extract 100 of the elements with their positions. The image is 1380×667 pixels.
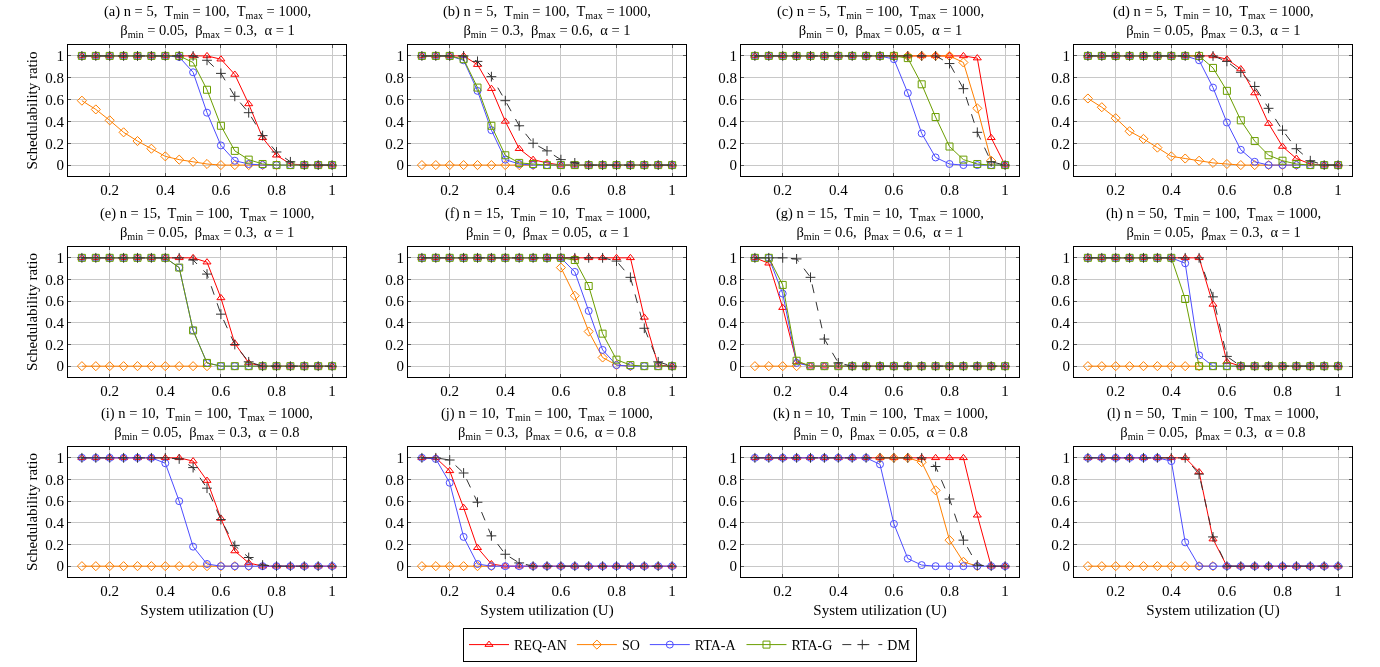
point	[1250, 89, 1260, 96]
point	[160, 361, 171, 372]
x-tick-label: 0.2	[440, 182, 460, 198]
point	[174, 361, 185, 372]
point	[244, 99, 254, 107]
point	[1138, 133, 1149, 144]
x-tick-label: 1	[1001, 383, 1009, 399]
point	[1124, 361, 1135, 372]
point	[175, 497, 184, 506]
point	[583, 326, 594, 337]
y-tick-label: 0.8	[718, 70, 737, 86]
y-tick-label: 0.8	[45, 271, 64, 288]
point	[1152, 561, 1163, 572]
y-tick-label: 0.6	[718, 293, 738, 310]
y-tick-label: 0.4	[718, 315, 738, 332]
x-tick-label: 0.4	[155, 583, 176, 599]
point	[230, 547, 240, 554]
x-tick-label: 0.6	[884, 383, 904, 399]
x-tick-label: 0.8	[267, 583, 286, 599]
point	[230, 156, 239, 165]
legend-label: RTA-A	[694, 638, 737, 654]
point	[945, 562, 954, 571]
point	[229, 90, 241, 102]
point	[486, 160, 497, 171]
y-tick-label: 0.6	[385, 91, 405, 108]
point	[146, 143, 157, 154]
x-tick-label: 1	[328, 383, 336, 399]
point	[777, 361, 788, 372]
point	[459, 503, 469, 510]
point	[1110, 361, 1121, 372]
y-tick-label: 0	[396, 157, 404, 174]
point	[625, 253, 635, 261]
point	[903, 554, 912, 563]
x-tick-label: 0.4	[495, 583, 516, 599]
y-tick-label: 1	[1062, 450, 1070, 467]
point	[146, 361, 157, 372]
point	[104, 361, 115, 372]
y-axis-title: Schedulability ratio	[23, 253, 40, 371]
y-tick-label: 0.2	[385, 336, 404, 353]
point	[945, 142, 954, 151]
point	[889, 519, 898, 528]
y-tick-label: 0	[1062, 558, 1070, 575]
point	[1221, 158, 1232, 170]
point	[1180, 561, 1191, 572]
legend-label: SO	[621, 638, 640, 654]
point	[1082, 93, 1093, 104]
y-tick-label: 0.8	[718, 271, 737, 288]
x-tick-label: 0.2	[773, 383, 793, 399]
point	[486, 84, 496, 91]
point	[1222, 86, 1231, 95]
x-tick-label: 0.4	[1161, 583, 1182, 599]
point	[188, 361, 199, 372]
point	[104, 561, 115, 572]
point	[1304, 155, 1316, 167]
point	[416, 160, 427, 171]
point	[416, 561, 427, 572]
point	[1236, 116, 1245, 125]
point	[778, 280, 787, 289]
point	[1207, 291, 1219, 303]
y-tick-label: 1	[56, 450, 64, 467]
point	[174, 453, 184, 461]
point	[244, 558, 254, 566]
point	[986, 133, 996, 141]
y-tick-label: 0.6	[45, 91, 65, 108]
point	[931, 562, 940, 571]
point	[1110, 561, 1121, 572]
point	[201, 54, 213, 66]
y-tick-label: 0.4	[45, 315, 65, 332]
y-tick-label: 0.2	[1051, 135, 1070, 152]
point	[458, 561, 469, 572]
point	[203, 560, 211, 568]
point	[118, 361, 129, 372]
point	[499, 95, 511, 107]
point	[876, 460, 884, 469]
point	[1222, 55, 1232, 62]
point	[188, 156, 199, 167]
point	[1207, 531, 1219, 543]
point	[555, 262, 566, 273]
point	[486, 71, 497, 83]
y-tick-label: 0	[1062, 358, 1070, 375]
point	[1236, 145, 1245, 154]
point	[930, 461, 941, 472]
point	[1250, 157, 1259, 166]
point	[612, 355, 621, 364]
x-tick-label: 0.4	[495, 182, 516, 198]
y-tick-label: 1	[729, 450, 737, 467]
point	[132, 361, 143, 372]
point	[215, 67, 227, 79]
point	[76, 95, 87, 106]
y-tick-label: 0.6	[385, 493, 405, 510]
point	[944, 535, 955, 546]
point	[958, 453, 968, 461]
chart-title: (i) n = 10, T$_{min}$ = 100, T$_{max}$ = 1000, β$_{min}$ = 0.05, β$_{max}$ = 0.3, α = 0.8	[101, 405, 313, 442]
point	[216, 293, 226, 301]
point	[445, 478, 454, 487]
x-tick-label: 1	[1001, 583, 1009, 599]
point	[584, 306, 593, 315]
x-tick-label: 0.8	[607, 182, 626, 198]
point	[216, 514, 226, 521]
point	[611, 253, 622, 261]
